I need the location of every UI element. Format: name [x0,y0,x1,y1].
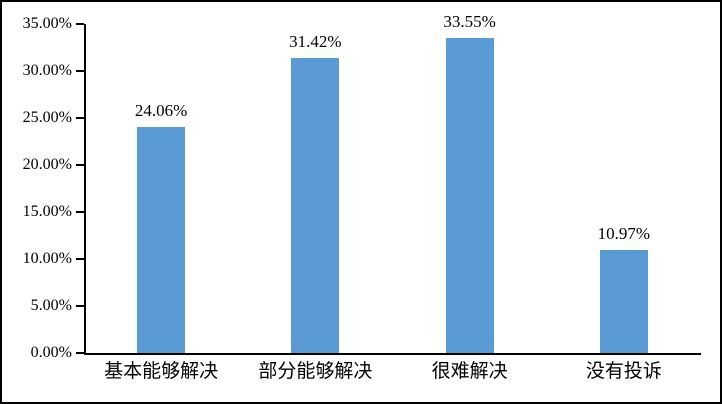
y-axis-tick-label: 35.00% [22,15,72,32]
bar [599,249,648,353]
y-axis-tick-mark [76,211,84,213]
y-axis-tick-mark [76,117,84,119]
y-axis-tick-label: 25.00% [22,109,72,126]
bar [137,126,186,353]
x-axis-category-label: 很难解决 [431,361,508,382]
y-axis-tick-mark [76,164,84,166]
bar [291,57,340,353]
y-axis-line [84,24,86,355]
bar-value-label: 31.42% [289,31,342,51]
y-axis-tick-mark [76,23,84,25]
y-axis-tick-label: 30.00% [22,62,72,79]
bar-value-label: 24.06% [134,100,188,120]
y-axis-tick-label: 0.00% [30,344,72,361]
y-axis-tick-mark [76,70,84,72]
y-axis-tick-label: 15.00% [22,203,72,220]
x-axis-category-label: 部分能够解决 [258,361,373,382]
y-axis-tick-label: 5.00% [30,297,72,314]
y-axis-tick-label: 10.00% [22,250,72,267]
x-axis-line [84,353,701,355]
x-axis-category-label: 基本能够解决 [104,361,219,382]
bar-value-label: 10.97% [597,223,651,243]
y-axis-tick-mark [76,258,84,260]
bar-value-label: 33.55% [443,11,496,31]
y-axis-tick-mark [76,352,84,354]
bar [445,37,494,353]
x-axis-category-label: 没有投诉 [585,361,662,382]
y-axis-tick-mark [76,305,84,307]
y-axis-tick-label: 20.00% [22,156,72,173]
